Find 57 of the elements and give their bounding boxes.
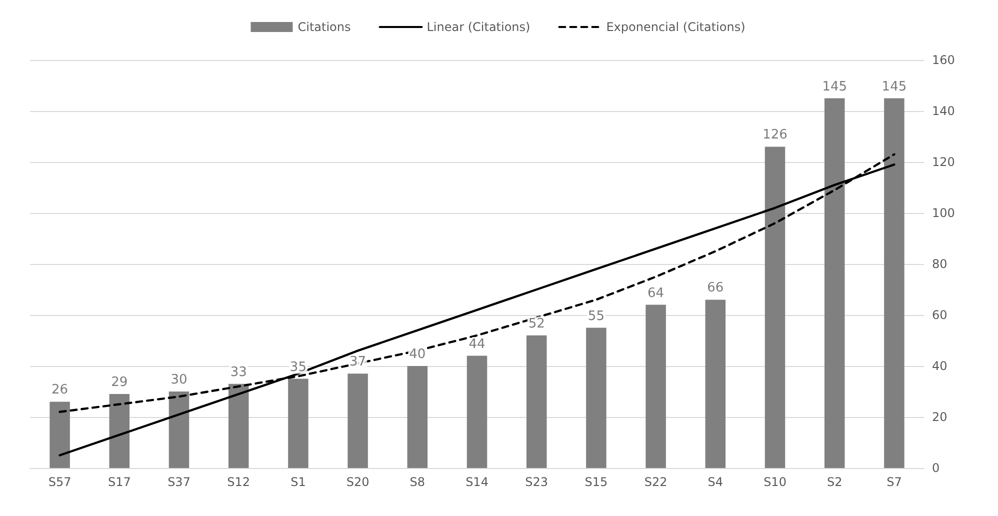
bar	[526, 335, 547, 468]
data-label: 44	[468, 336, 486, 352]
bar	[824, 98, 845, 468]
legend-label: Exponencial (Citations)	[606, 20, 746, 34]
x-tick-label: S2	[826, 475, 842, 489]
legend-label: Citations	[298, 20, 351, 34]
y-tick-label: 60	[932, 308, 948, 322]
x-tick-label: S8	[410, 475, 426, 489]
data-label: 29	[111, 375, 128, 390]
x-tick-label: S1	[290, 475, 306, 489]
x-tick-label: S20	[346, 475, 370, 489]
data-label: 52	[528, 316, 545, 332]
y-tick-label: 0	[932, 461, 940, 475]
x-tick-label: S7	[886, 475, 902, 489]
bar	[884, 98, 904, 468]
bar	[348, 374, 368, 468]
bar	[288, 378, 308, 468]
y-tick-label: 80	[932, 257, 948, 271]
y-tick-label: 160	[932, 53, 955, 67]
x-tick-label: S23	[525, 475, 548, 489]
bar	[50, 402, 70, 468]
data-label: 66	[707, 280, 724, 296]
bar	[228, 384, 249, 468]
data-label: 40	[409, 347, 426, 362]
x-tick-label: S15	[584, 475, 608, 489]
x-tick-label: S22	[644, 475, 668, 489]
y-tick-label: 20	[932, 410, 948, 424]
bar	[407, 366, 428, 468]
data-label: 145	[822, 79, 848, 94]
y-tick-label: 140	[932, 104, 955, 118]
y-tick-label: 40	[932, 359, 948, 373]
x-tick-label: S57	[48, 475, 72, 489]
data-label: 37	[350, 354, 366, 370]
bar	[705, 300, 726, 468]
bar	[109, 394, 130, 468]
legend-label: Linear (Citations)	[426, 20, 530, 34]
x-tick-label: S12	[227, 475, 250, 489]
data-label: 35	[290, 360, 306, 375]
bar	[764, 146, 786, 468]
x-tick-label: S37	[168, 475, 190, 489]
bar	[646, 304, 666, 468]
x-tick-label: S14	[466, 475, 488, 489]
x-tick-label: S4	[708, 475, 724, 489]
bar	[586, 328, 606, 468]
data-label: 126	[762, 128, 788, 143]
data-label: 26	[52, 382, 68, 398]
bar	[168, 392, 190, 468]
x-tick-label: S10	[764, 475, 786, 489]
data-label: 30	[170, 372, 188, 388]
x-tick-label: S17	[108, 475, 131, 489]
y-tick-label: 120	[932, 155, 955, 169]
data-label: 55	[588, 308, 604, 324]
data-label: 64	[648, 286, 664, 301]
data-label: 145	[882, 79, 907, 94]
bar	[466, 356, 488, 468]
data-label: 33	[230, 364, 247, 380]
y-tick-label: 100	[932, 206, 955, 220]
